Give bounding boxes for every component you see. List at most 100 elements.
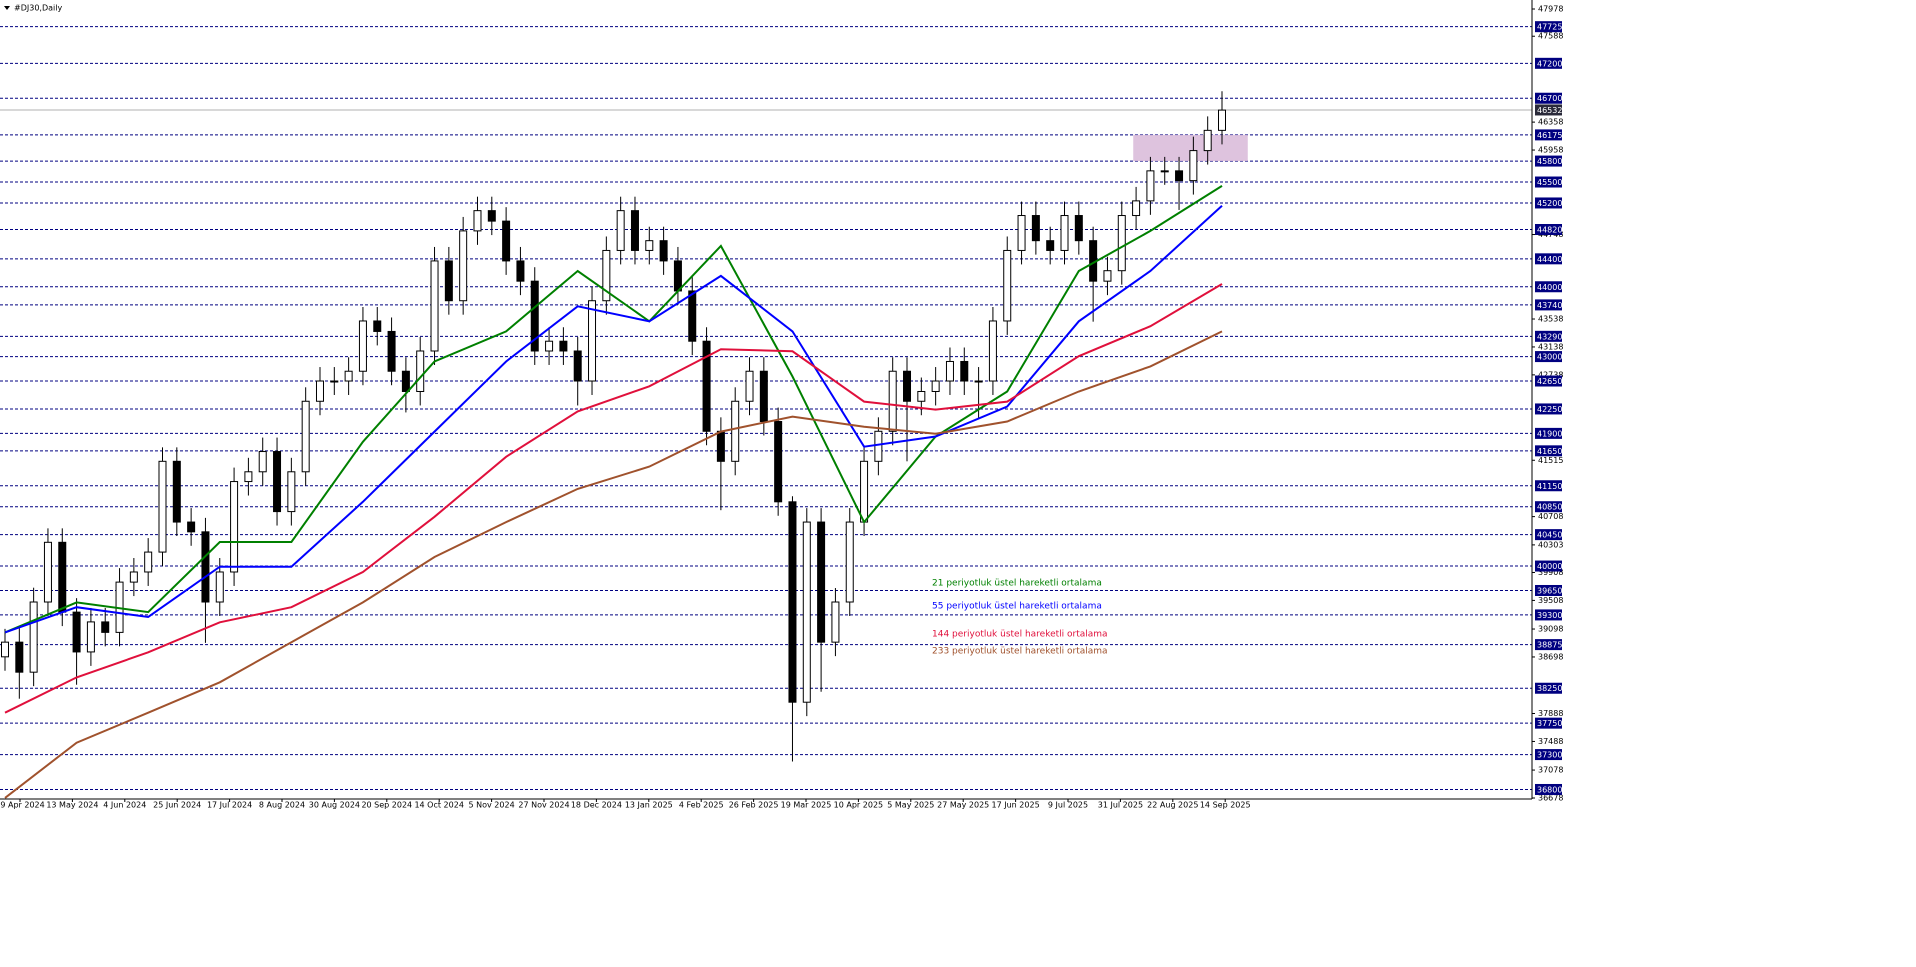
x-tick-label: 18 Dec 2024 — [571, 801, 622, 810]
y-tick-label: 47978 — [1538, 5, 1563, 14]
x-tick-label: 14 Sep 2025 — [1200, 801, 1251, 810]
level-box — [1535, 682, 1562, 694]
candle-body — [430, 260, 439, 352]
level-box — [1535, 584, 1562, 596]
y-tick-label: 40708 — [1538, 512, 1563, 521]
candle-body — [659, 240, 668, 262]
level-label: 36800 — [1537, 785, 1562, 794]
candle-body — [1218, 109, 1226, 131]
candle-body — [401, 370, 410, 392]
y-tick-label: 43138 — [1538, 342, 1563, 351]
level-label: 46700 — [1537, 94, 1562, 103]
x-tick-label: 25 Jun 2024 — [153, 801, 201, 810]
ema-line — [4, 283, 1223, 714]
candle-body — [516, 260, 525, 282]
candle-body — [1160, 170, 1169, 173]
candle-body — [974, 380, 983, 383]
x-tick-label: 13 Jan 2025 — [625, 801, 673, 810]
level-box — [1535, 427, 1562, 439]
x-tick-label: 17 Jun 2025 — [992, 801, 1040, 810]
y-tick-label: 41515 — [1538, 456, 1563, 465]
level-box — [1535, 330, 1562, 342]
level-label: 41900 — [1537, 429, 1562, 438]
candle-body — [1, 641, 9, 658]
candle-body — [230, 481, 239, 573]
legend-entry: 55 periyotluk üstel hareketli ortalama — [932, 602, 1102, 612]
x-tick-label: 19 Mar 2025 — [781, 801, 832, 810]
candle-body — [745, 370, 754, 402]
candle-body — [373, 320, 382, 332]
level-box — [1535, 129, 1562, 141]
candle-body — [903, 370, 912, 402]
candle-body — [860, 460, 869, 523]
x-tick-label: 4 Feb 2025 — [679, 801, 724, 810]
level-box — [1535, 375, 1562, 387]
candle-body — [945, 360, 954, 382]
level-box — [1535, 155, 1562, 167]
level-box — [1535, 749, 1562, 761]
level-box — [1535, 281, 1562, 293]
candle-body — [616, 210, 625, 251]
candle-body — [702, 340, 711, 432]
x-tick-label: 5 May 2025 — [887, 801, 934, 810]
candle-body — [330, 380, 339, 383]
y-tick-label: 47588 — [1538, 32, 1563, 41]
candle-body — [101, 621, 110, 633]
candle-body — [788, 501, 797, 703]
level-box — [1535, 783, 1562, 795]
level-label: 46532 — [1537, 106, 1562, 115]
candle-body — [1060, 215, 1069, 251]
candle-body — [1132, 200, 1141, 217]
candle-body — [931, 380, 940, 392]
candle-body — [215, 571, 224, 603]
candle-body — [630, 210, 639, 251]
candle-body — [1175, 170, 1184, 182]
candle-body — [172, 460, 181, 523]
candle-body — [817, 521, 826, 643]
x-tick-label: 20 Sep 2024 — [361, 801, 412, 810]
candle-body — [201, 531, 210, 603]
level-label: 39300 — [1537, 611, 1562, 620]
y-tick-label: 39098 — [1538, 625, 1563, 634]
candle-body — [487, 210, 496, 222]
candle-body — [344, 370, 353, 382]
x-tick-label: 5 Nov 2024 — [469, 801, 515, 810]
candle-body — [1103, 270, 1112, 282]
legend-entry: 144 periyotluk üstel hareketli ortalama — [932, 630, 1108, 640]
level-box — [1535, 57, 1562, 69]
level-box — [1535, 299, 1562, 311]
candle-body — [716, 430, 725, 462]
candle-body — [244, 471, 253, 483]
chart-title: #DJ30,Daily — [14, 4, 62, 13]
candle-body — [158, 460, 167, 553]
level-box — [1535, 351, 1562, 363]
candle-body — [802, 521, 811, 703]
candle-body — [759, 370, 768, 423]
x-tick-label: 10 Apr 2025 — [834, 801, 883, 810]
candle-body — [315, 380, 324, 402]
level-label: 45200 — [1537, 199, 1562, 208]
candle-body — [1003, 249, 1012, 322]
level-label: 46175 — [1537, 131, 1562, 140]
candle-body — [72, 611, 81, 653]
y-tick-label: 36678 — [1538, 794, 1563, 803]
candle-body — [187, 521, 196, 533]
candle-body — [888, 370, 897, 432]
level-box — [1535, 639, 1562, 651]
candle-body — [301, 400, 310, 473]
level-label: 39650 — [1537, 586, 1562, 595]
legend-entry: 233 periyotluk üstel hareketli ortalama — [932, 647, 1108, 657]
y-tick-label: 39508 — [1538, 596, 1563, 605]
menu-arrow[interactable] — [4, 6, 10, 10]
x-tick-label: 31 Jul 2025 — [1098, 801, 1143, 810]
candle-body — [358, 320, 367, 372]
candle-body — [473, 210, 482, 232]
level-label: 37300 — [1537, 751, 1562, 760]
candle-body — [559, 340, 568, 352]
level-box — [1535, 253, 1562, 265]
y-tick-label: 37078 — [1538, 766, 1563, 775]
y-tick-label: 37888 — [1538, 709, 1563, 718]
x-tick-label: 9 Jul 2025 — [1048, 801, 1088, 810]
